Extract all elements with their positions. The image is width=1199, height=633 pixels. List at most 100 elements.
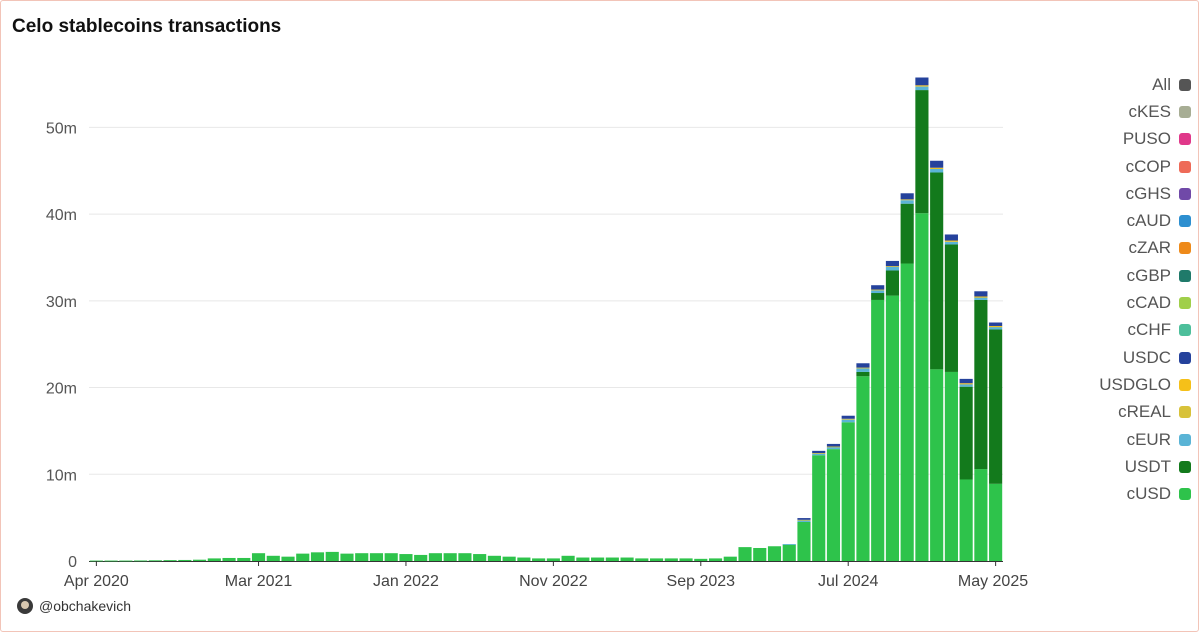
- bar-segment-cusd[interactable]: [841, 422, 855, 561]
- bar-segment-usdt[interactable]: [959, 386, 973, 480]
- legend-item-usdglo[interactable]: USDGLO: [1081, 371, 1191, 398]
- bar-segment-cusd[interactable]: [635, 558, 649, 561]
- bar-segment-creal[interactable]: [797, 519, 811, 521]
- bar-segment-usdt[interactable]: [856, 371, 870, 377]
- bar-segment-usdc[interactable]: [930, 160, 944, 168]
- bar-segment-cusd[interactable]: [222, 557, 236, 561]
- bar-segment-usdc[interactable]: [915, 77, 929, 86]
- bar-segment-cusd[interactable]: [340, 553, 354, 561]
- bar-segment-usdt[interactable]: [974, 299, 988, 470]
- bar-segment-cusd[interactable]: [708, 558, 723, 561]
- legend-item-ccad[interactable]: cCAD: [1081, 289, 1191, 316]
- bar-segment-creal[interactable]: [974, 296, 988, 298]
- bar-segment-cusd[interactable]: [428, 553, 443, 561]
- bar-segment-ceur[interactable]: [871, 290, 885, 294]
- bar-segment-usdglo[interactable]: [944, 240, 958, 242]
- legend-item-puso[interactable]: PUSO: [1081, 126, 1191, 153]
- bar-segment-usdc[interactable]: [841, 415, 855, 419]
- bar-segment-cusd[interactable]: [620, 557, 634, 561]
- bar-segment-cusd[interactable]: [782, 544, 796, 561]
- bar-segment-usdglo[interactable]: [989, 325, 1003, 327]
- bar-segment-ceur[interactable]: [797, 520, 811, 522]
- bar-segment-ceur[interactable]: [959, 384, 973, 387]
- author-footer[interactable]: @obchakevich: [17, 598, 131, 614]
- bar-segment-usdc[interactable]: [826, 443, 841, 447]
- bar-segment-ceur[interactable]: [885, 267, 900, 271]
- bar-segment-cusd[interactable]: [871, 299, 885, 561]
- bar-segment-creal[interactable]: [856, 367, 870, 369]
- bar-segment-ceur[interactable]: [915, 86, 929, 91]
- bar-segment-usdt[interactable]: [900, 203, 914, 264]
- legend-item-creal[interactable]: cREAL: [1081, 399, 1191, 426]
- bar-segment-cusd[interactable]: [591, 557, 605, 561]
- legend-item-ceur[interactable]: cEUR: [1081, 426, 1191, 453]
- bar-segment-usdc[interactable]: [885, 260, 900, 267]
- bar-segment-cusd[interactable]: [178, 559, 192, 561]
- bar-segment-cusd[interactable]: [119, 560, 133, 562]
- bar-segment-cusd[interactable]: [192, 559, 207, 561]
- bar-segment-cusd[interactable]: [148, 560, 162, 562]
- bar-segment-cusd[interactable]: [384, 553, 398, 561]
- bar-segment-cusd[interactable]: [605, 557, 619, 561]
- bar-segment-cusd[interactable]: [134, 560, 148, 562]
- bar-segment-ceur[interactable]: [812, 453, 826, 456]
- bar-segment-creal[interactable]: [989, 326, 1003, 328]
- bar-segment-usdglo[interactable]: [959, 383, 973, 385]
- bar-segment-cusd[interactable]: [826, 449, 841, 561]
- legend-item-cchf[interactable]: cCHF: [1081, 317, 1191, 344]
- bar-segment-cusd[interactable]: [237, 557, 251, 561]
- bar-segment-ceur[interactable]: [944, 241, 958, 245]
- bar-segment-creal[interactable]: [812, 453, 826, 454]
- bar-segment-usdc[interactable]: [974, 291, 988, 297]
- bar-segment-usdt[interactable]: [930, 172, 944, 370]
- bar-segment-cusd[interactable]: [664, 558, 678, 561]
- author-handle[interactable]: @obchakevich: [39, 598, 132, 614]
- legend-item-czar[interactable]: cZAR: [1081, 235, 1191, 262]
- bar-segment-cusd[interactable]: [487, 555, 501, 561]
- bar-segment-cusd[interactable]: [266, 555, 280, 561]
- bar-segment-creal[interactable]: [885, 266, 900, 267]
- legend-item-ckes[interactable]: cKES: [1081, 98, 1191, 125]
- bar-segment-cusd[interactable]: [163, 560, 177, 561]
- bar-segment-cusd[interactable]: [679, 558, 693, 561]
- bar-segment-creal[interactable]: [826, 446, 841, 448]
- bar-segment-usdc[interactable]: [812, 450, 826, 454]
- bar-segment-cusd[interactable]: [930, 369, 944, 561]
- legend-item-ccop[interactable]: cCOP: [1081, 153, 1191, 180]
- bar-segment-usdc[interactable]: [959, 378, 973, 384]
- bar-segment-cusd[interactable]: [310, 552, 325, 561]
- bar-segment-cusd[interactable]: [797, 521, 811, 561]
- bar-segment-creal[interactable]: [841, 418, 855, 420]
- bar-segment-usdc[interactable]: [856, 363, 870, 368]
- bar-segment-cusd[interactable]: [944, 371, 958, 561]
- bar-segment-ceur[interactable]: [782, 544, 796, 545]
- bar-segment-cusd[interactable]: [502, 556, 516, 561]
- bar-segment-cusd[interactable]: [251, 553, 266, 561]
- legend-item-all[interactable]: All: [1081, 71, 1191, 98]
- bar-segment-usdglo[interactable]: [930, 167, 944, 169]
- bar-segment-cusd[interactable]: [561, 555, 575, 561]
- bar-segment-cusd[interactable]: [473, 554, 487, 561]
- bar-segment-cusd[interactable]: [104, 560, 118, 562]
- bar-segment-usdglo[interactable]: [974, 296, 988, 298]
- bar-segment-ceur[interactable]: [930, 169, 944, 173]
- bar-segment-ceur[interactable]: [841, 419, 855, 423]
- legend-item-cgbp[interactable]: cGBP: [1081, 262, 1191, 289]
- bar-segment-usdt[interactable]: [885, 270, 900, 296]
- bar-segment-cusd[interactable]: [738, 547, 752, 561]
- bar-segment-cusd[interactable]: [458, 553, 472, 561]
- bar-segment-cusd[interactable]: [753, 547, 767, 561]
- bar-segment-cusd[interactable]: [207, 558, 221, 561]
- bar-segment-cusd[interactable]: [649, 558, 664, 561]
- bar-segment-usdt[interactable]: [871, 293, 885, 300]
- bar-segment-cusd[interactable]: [369, 553, 384, 561]
- avatar[interactable]: [17, 598, 33, 614]
- bar-segment-cusd[interactable]: [325, 551, 339, 561]
- bar-segment-usdc[interactable]: [989, 322, 1003, 326]
- bar-segment-usdc[interactable]: [871, 285, 885, 290]
- legend-item-caud[interactable]: cAUD: [1081, 207, 1191, 234]
- bar-segment-cusd[interactable]: [767, 546, 782, 561]
- bar-segment-cusd[interactable]: [900, 263, 914, 561]
- bar-segment-cusd[interactable]: [812, 455, 826, 561]
- bar-segment-usdc[interactable]: [944, 234, 958, 241]
